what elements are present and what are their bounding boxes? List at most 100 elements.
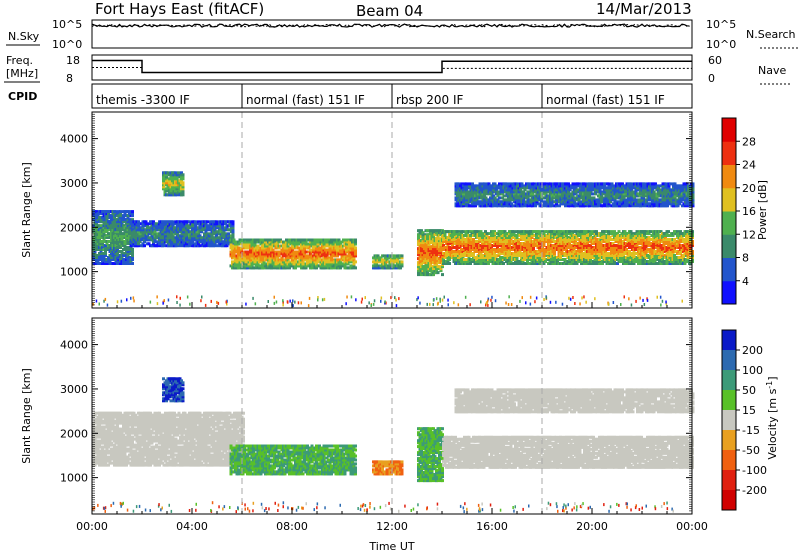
scatter-cell bbox=[439, 251, 443, 255]
scatter-cell bbox=[458, 256, 462, 259]
scatter-cell bbox=[324, 264, 327, 268]
scatter-cell bbox=[123, 248, 127, 251]
scatter-cell bbox=[517, 232, 520, 236]
scatter-cell bbox=[224, 242, 227, 246]
scatter-cell bbox=[418, 261, 422, 265]
scatter-cell bbox=[101, 258, 104, 261]
scatter-cell bbox=[101, 242, 104, 245]
scatter-cell bbox=[135, 226, 139, 230]
scatter-cell bbox=[536, 240, 540, 243]
scatter-cell bbox=[518, 234, 522, 237]
scatter-cell bbox=[295, 244, 299, 248]
scatter-cell bbox=[128, 210, 131, 214]
scatter-cell bbox=[231, 234, 235, 238]
scatter-cell bbox=[530, 236, 534, 239]
scatter-cell bbox=[420, 247, 423, 251]
scatter-cell bbox=[556, 256, 559, 259]
scatter-cell bbox=[470, 232, 474, 236]
scatter-cell bbox=[475, 248, 478, 251]
scatter-cell bbox=[496, 240, 499, 243]
scatter-cell bbox=[165, 173, 168, 177]
scatter-cell bbox=[485, 240, 489, 243]
scatter-cell bbox=[131, 218, 134, 222]
scatter-cell bbox=[433, 259, 437, 263]
scatter-cell bbox=[420, 263, 423, 267]
scatter-cell bbox=[131, 250, 134, 253]
scatter-cell bbox=[181, 189, 185, 193]
scatter-cell bbox=[574, 240, 577, 243]
scatter-cell bbox=[304, 240, 308, 244]
scatter-cell bbox=[114, 250, 118, 253]
scatter-cell bbox=[346, 248, 350, 252]
scatter-cell bbox=[436, 261, 440, 265]
scatter-cell bbox=[566, 254, 570, 257]
scatter-cell bbox=[530, 252, 534, 255]
scatter-cell bbox=[126, 252, 130, 255]
scatter-cell bbox=[194, 224, 197, 228]
scatter-cell bbox=[502, 252, 505, 255]
scatter-cell bbox=[509, 260, 513, 263]
scatter-cell bbox=[379, 264, 383, 268]
scatter-cell bbox=[418, 233, 422, 237]
scatter-cell bbox=[198, 244, 202, 248]
scatter-cell bbox=[282, 250, 285, 254]
scatter-cell bbox=[122, 258, 125, 261]
scatter-cell bbox=[105, 248, 109, 251]
scatter-cell bbox=[426, 271, 429, 275]
scatter-cell bbox=[523, 250, 526, 253]
scatter-cell bbox=[575, 250, 579, 253]
scatter-cell bbox=[339, 248, 342, 252]
scatter-cell bbox=[310, 266, 314, 270]
scatter-cell bbox=[119, 214, 122, 218]
scatter-cell bbox=[165, 226, 169, 230]
scatter-cell bbox=[168, 183, 171, 187]
scatter-cell bbox=[241, 254, 245, 258]
scatter-cell bbox=[108, 222, 112, 226]
scatter-cell bbox=[204, 240, 208, 244]
scatter-cell bbox=[455, 236, 459, 239]
scatter-cell bbox=[113, 242, 116, 245]
scatter-cell bbox=[346, 238, 350, 242]
scatter-cell bbox=[250, 256, 254, 260]
scatter-cell bbox=[541, 230, 544, 234]
cpid-mode-label: themis -3300 IF bbox=[96, 93, 190, 107]
frequency-line bbox=[92, 59, 692, 74]
scatter-cell bbox=[165, 177, 168, 181]
scatter-cell bbox=[542, 262, 546, 265]
scatter-cell bbox=[457, 230, 460, 234]
scatter-cell bbox=[102, 232, 106, 236]
scatter-cell bbox=[553, 252, 556, 255]
scatter-cell bbox=[175, 187, 179, 191]
scatter-cell bbox=[545, 234, 549, 237]
scatter-cell bbox=[511, 246, 514, 249]
scatter-cell bbox=[224, 222, 227, 226]
scatter-cell bbox=[213, 224, 217, 228]
scatter-cell bbox=[231, 228, 235, 232]
scatter-cell bbox=[532, 244, 535, 247]
scatter-cell bbox=[506, 248, 510, 251]
scatter-cell bbox=[235, 244, 239, 248]
scatter-cell bbox=[185, 222, 188, 226]
scatter-cell bbox=[303, 248, 306, 252]
scatter-cell bbox=[491, 256, 495, 259]
scatter-cell bbox=[101, 246, 104, 249]
scatter-cell bbox=[282, 254, 285, 258]
scatter-cell bbox=[500, 240, 504, 243]
scatter-cell bbox=[232, 256, 236, 260]
scatter-cell bbox=[110, 252, 113, 255]
scatter-cell bbox=[427, 233, 431, 237]
scatter-cell bbox=[472, 252, 475, 255]
scatter-cell bbox=[218, 224, 221, 228]
scatter-cell bbox=[126, 230, 130, 234]
scatter-cell bbox=[343, 264, 347, 268]
scatter-cell bbox=[107, 232, 110, 236]
scatter-cell bbox=[572, 244, 576, 247]
scatter-cell bbox=[574, 246, 577, 249]
scatter-cell bbox=[259, 242, 263, 246]
scatter-cell bbox=[237, 250, 240, 254]
scatter-cell bbox=[464, 252, 468, 255]
scatter-cell bbox=[98, 230, 101, 234]
scatter-cell bbox=[306, 262, 309, 266]
scatter-cell bbox=[237, 254, 240, 258]
scatter-cell bbox=[628, 250, 631, 253]
